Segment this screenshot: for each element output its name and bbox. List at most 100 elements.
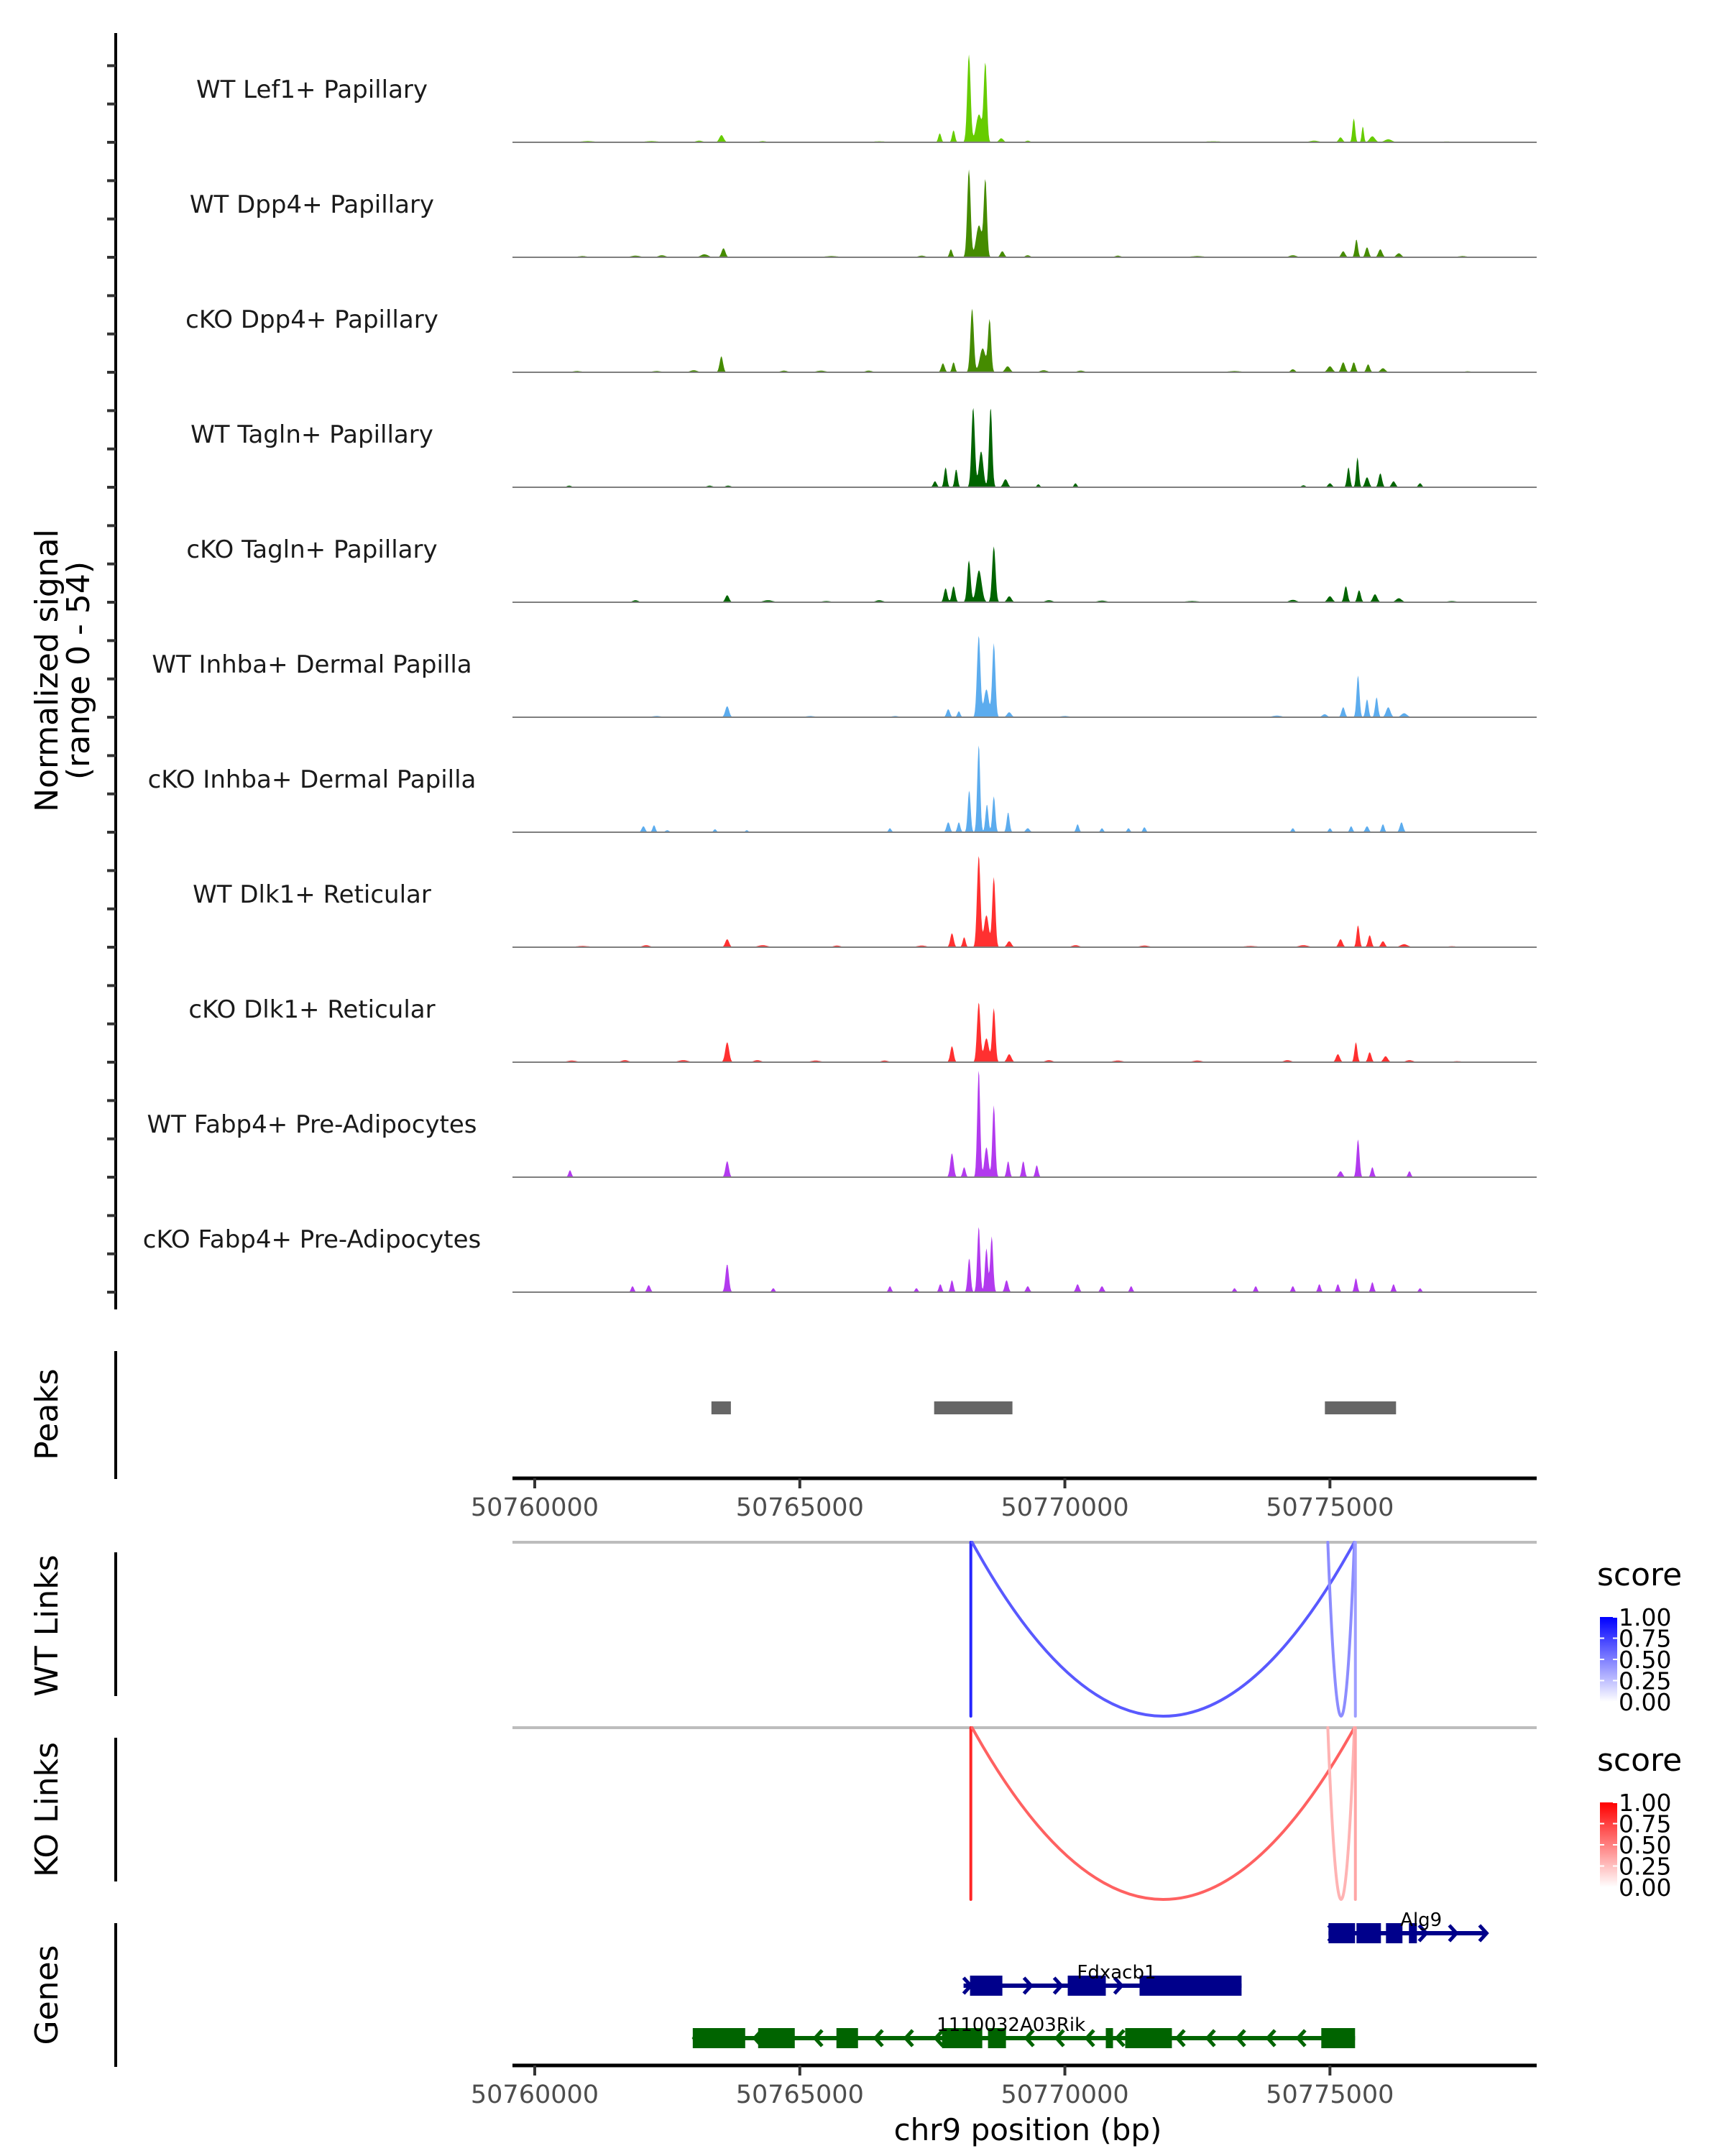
wt-links-panel: WT Links score 1.000.750.500.250.00 bbox=[29, 1541, 1682, 1718]
legend-title: score bbox=[1597, 1742, 1682, 1779]
peak-region bbox=[934, 1401, 1013, 1414]
coverage-track-label: cKO Dpp4+ Papillary bbox=[185, 305, 438, 334]
coverage-area bbox=[512, 1070, 1537, 1177]
x-axis-tick-label: 50765000 bbox=[736, 1493, 864, 1522]
strand-arrow-icon bbox=[873, 2029, 884, 2047]
link-arc bbox=[1326, 1726, 1356, 1901]
gene-label: Fdxacb1 bbox=[1077, 1962, 1156, 1984]
coverage-track: cKO Inhba+ Dermal Papilla bbox=[148, 745, 1537, 833]
legend-tick-label: 0.25 bbox=[1619, 1853, 1671, 1881]
x-axis-tick-label: 50770000 bbox=[1000, 2081, 1128, 2109]
gene-model: 1110032A03Rik bbox=[691, 2014, 1356, 2048]
coverage-track-label: cKO Fabp4+ Pre-Adipocytes bbox=[143, 1225, 482, 1254]
coverage-tracks: WT Lef1+ Papillary WT Dpp4+ Papillary cKO … bbox=[143, 54, 1537, 1293]
gene-exon bbox=[758, 2028, 795, 2048]
x-axis-tick-label: 50760000 bbox=[471, 1493, 599, 1522]
coverage-track: cKO Tagln+ Papillary bbox=[186, 535, 1537, 603]
coverage-y-axis-title-line2: (range 0 - 54) bbox=[60, 561, 97, 780]
x-axis-tick-label: 50775000 bbox=[1266, 1493, 1394, 1522]
gene-exon bbox=[1356, 1923, 1381, 1943]
genes-panel: Genes Alg9 Fdxacb1 1110032A03Rik 50760000 5… bbox=[29, 1909, 1537, 2147]
gene-label: 1110032A03Rik bbox=[937, 2014, 1085, 2036]
peak-region bbox=[1325, 1401, 1397, 1414]
coverage-area bbox=[512, 856, 1537, 947]
legend-tick-label: 1.00 bbox=[1619, 1603, 1671, 1631]
coverage-track: cKO Dlk1+ Reticular bbox=[188, 995, 1537, 1063]
coverage-track-label: cKO Tagln+ Papillary bbox=[186, 535, 437, 564]
strand-arrow-icon bbox=[933, 2029, 944, 2047]
coverage-track-label: WT Tagln+ Papillary bbox=[190, 420, 433, 449]
strand-arrow-icon bbox=[1024, 2029, 1035, 2047]
legend-title: score bbox=[1597, 1557, 1682, 1593]
gene-exon bbox=[988, 2028, 1006, 2048]
gene-label: Alg9 bbox=[1400, 1909, 1442, 1931]
coverage-track: WT Tagln+ Papillary bbox=[190, 407, 1537, 488]
link-arc bbox=[970, 1726, 1356, 1901]
coverage-y-ticks bbox=[107, 64, 116, 1294]
peaks-panel: Peaks 50760000 50765000 50770000 50775000 bbox=[29, 1351, 1537, 1522]
strand-arrow-icon bbox=[1052, 1976, 1064, 1995]
strand-arrow-icon bbox=[1174, 2029, 1186, 2047]
gene-exon bbox=[836, 2028, 858, 2048]
strand-arrow-icon bbox=[812, 2029, 824, 2047]
genes-x-axis-ticks: 50760000 50765000 50770000 50775000 bbox=[471, 2065, 1394, 2109]
peaks-track-label: Peaks bbox=[29, 1368, 65, 1460]
strand-arrow-icon bbox=[1054, 2029, 1065, 2047]
gene-model: Alg9 bbox=[1327, 1909, 1489, 1943]
strand-arrow-icon bbox=[903, 2029, 914, 2047]
legend-tick-label: 1.00 bbox=[1619, 1789, 1671, 1817]
ko-links-track-label: KO Links bbox=[29, 1742, 65, 1877]
coverage-track: WT Dlk1+ Reticular bbox=[193, 856, 1537, 948]
gene-model: Fdxacb1 bbox=[962, 1962, 1242, 1996]
strand-arrow-icon bbox=[1265, 2029, 1276, 2047]
strand-arrow-icon bbox=[1295, 2029, 1307, 2047]
x-axis-tick-label: 50775000 bbox=[1266, 2081, 1394, 2109]
coverage-track: cKO Dpp4+ Papillary bbox=[185, 305, 1537, 373]
coverage-y-axis-title: Normalized signal bbox=[29, 529, 65, 812]
coverage-track: WT Inhba+ Dermal Papilla bbox=[152, 636, 1537, 718]
link-arc bbox=[1326, 1541, 1356, 1718]
gene-exon bbox=[1125, 2028, 1172, 2048]
strand-arrow-icon bbox=[1113, 1976, 1124, 1995]
strand-arrow-icon bbox=[1022, 1976, 1034, 1995]
legend-tick-label: 0.25 bbox=[1619, 1667, 1671, 1695]
coverage-y-axis-title-line1: Normalized signal bbox=[29, 529, 65, 812]
coverage-track-label: WT Lef1+ Papillary bbox=[196, 75, 428, 104]
legend-tick-label: 0.75 bbox=[1619, 1625, 1671, 1653]
gene-exon bbox=[1067, 1976, 1106, 1996]
gene-exon bbox=[1328, 1923, 1356, 1943]
strand-arrow-icon bbox=[1448, 1924, 1459, 1943]
legend-tick-label: 0.75 bbox=[1619, 1810, 1671, 1838]
peak-region bbox=[711, 1401, 731, 1414]
coverage-area bbox=[512, 1227, 1537, 1292]
coverage-area bbox=[512, 636, 1537, 717]
gene-exon bbox=[1105, 2028, 1113, 2048]
x-axis-tick-label: 50760000 bbox=[471, 2081, 599, 2109]
strand-arrow-icon bbox=[1205, 2029, 1216, 2047]
gene-exon bbox=[942, 2028, 983, 2048]
coverage-track: WT Dpp4+ Papillary bbox=[190, 169, 1537, 258]
x-axis-tick-label: 50770000 bbox=[1000, 1493, 1128, 1522]
peaks-x-axis-ticks: 50760000 50765000 50770000 50775000 bbox=[471, 1478, 1394, 1522]
strand-arrow-icon bbox=[1417, 1924, 1429, 1943]
ko-links-score-legend: score 1.000.750.500.250.00 bbox=[1597, 1742, 1682, 1902]
gene-models: Alg9 Fdxacb1 1110032A03Rik bbox=[691, 1909, 1489, 2048]
legend-tick-label: 0.50 bbox=[1619, 1831, 1671, 1859]
genes-track-label: Genes bbox=[29, 1945, 65, 2045]
coverage-track-label: cKO Dlk1+ Reticular bbox=[188, 995, 435, 1024]
coverage-track-label: WT Fabp4+ Pre-Adipocytes bbox=[147, 1110, 477, 1139]
strand-arrow-icon bbox=[1478, 1924, 1489, 1943]
coverage-track: cKO Fabp4+ Pre-Adipocytes bbox=[143, 1225, 1537, 1293]
coverage-track: WT Lef1+ Papillary bbox=[196, 54, 1537, 143]
legend-tick-label: 0.00 bbox=[1619, 1874, 1671, 1902]
wt-links bbox=[969, 1541, 1357, 1718]
coverage-area bbox=[512, 169, 1537, 257]
ko-links bbox=[969, 1726, 1357, 1901]
gene-exon bbox=[970, 1976, 1003, 1996]
coverage-area bbox=[512, 546, 1537, 602]
peak-regions bbox=[711, 1401, 1397, 1414]
link-arc bbox=[970, 1541, 1356, 1718]
wt-links-track-label: WT Links bbox=[29, 1554, 65, 1696]
gene-exon bbox=[1409, 1923, 1417, 1943]
